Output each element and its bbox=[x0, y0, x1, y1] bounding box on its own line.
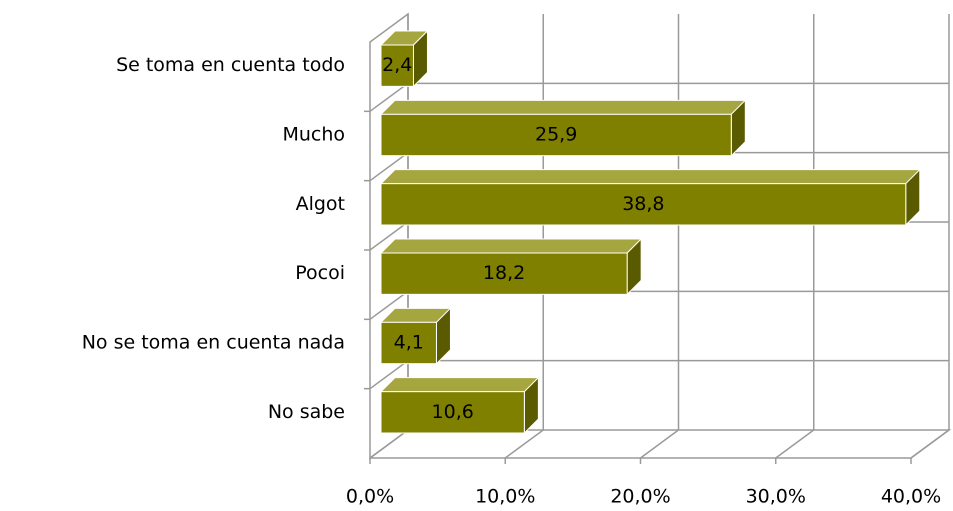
y-tick-label: Algot bbox=[296, 193, 345, 215]
bar bbox=[380, 252, 628, 295]
x-tick-label: 40,0% bbox=[881, 486, 941, 508]
bar bbox=[380, 113, 732, 157]
grid-line bbox=[910, 14, 950, 459]
y-tick-label: No sabe bbox=[268, 401, 345, 423]
x-tick-label: 30,0% bbox=[746, 486, 806, 508]
bar bbox=[380, 391, 525, 434]
x-tick-label: 10,0% bbox=[475, 486, 535, 508]
bar bbox=[380, 44, 414, 87]
grid-line bbox=[775, 14, 815, 459]
data-label: 2,4 bbox=[382, 54, 412, 76]
row-line bbox=[369, 360, 409, 390]
row-line bbox=[369, 221, 409, 251]
data-label: 10,6 bbox=[432, 401, 474, 423]
x-tick-label: 20,0% bbox=[610, 486, 670, 508]
y-tick-label: Pocoi bbox=[295, 262, 345, 284]
bar bbox=[380, 183, 907, 226]
bar-top bbox=[379, 169, 921, 185]
bar-top bbox=[379, 377, 540, 393]
bar-top bbox=[379, 238, 643, 254]
data-label: 25,9 bbox=[535, 124, 577, 146]
bar-top bbox=[379, 99, 747, 115]
bar bbox=[380, 321, 437, 365]
data-label: 4,1 bbox=[394, 332, 424, 354]
data-label: 38,8 bbox=[622, 193, 664, 215]
y-tick-label: Mucho bbox=[282, 124, 345, 146]
y-tick-label: No se toma en cuenta nada bbox=[82, 332, 345, 354]
data-label: 18,2 bbox=[483, 262, 525, 284]
row-line bbox=[369, 290, 409, 320]
row-line bbox=[369, 82, 409, 112]
grid-line bbox=[640, 14, 680, 459]
y-tick-label: Se toma en cuenta todo bbox=[116, 54, 345, 76]
x-tick-label: 0,0% bbox=[346, 486, 394, 508]
row-line bbox=[369, 152, 409, 182]
